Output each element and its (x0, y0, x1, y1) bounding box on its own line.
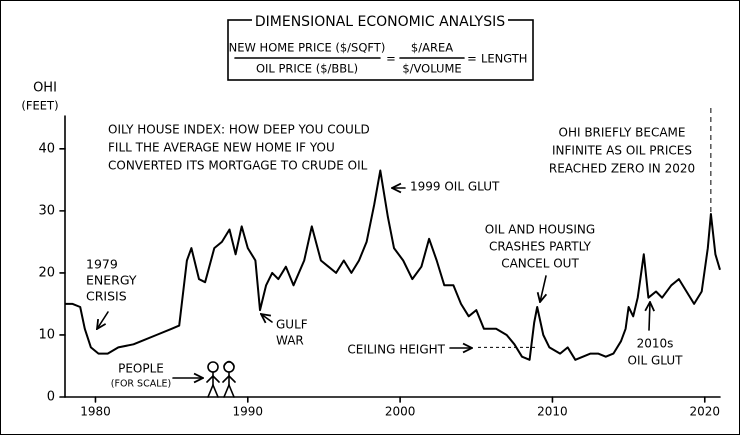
annotation: OIL AND HOUSING (485, 223, 595, 237)
annotation: PEOPLE (118, 362, 164, 376)
annotation: OILY HOUSE INDEX: HOW DEEP YOU COULD (108, 123, 370, 137)
annotation: 2010s (637, 337, 674, 351)
annotation-arrow (540, 275, 546, 302)
x-tick-label: 2000 (385, 405, 416, 419)
annotation: INFINITE AS OIL PRICES (552, 144, 692, 158)
annotation: 1979 (86, 257, 118, 272)
y-tick-label: 20 (38, 265, 55, 280)
y-tick-label: 0 (47, 390, 55, 405)
annotation: OHI BRIEFLY BECAME (559, 126, 686, 140)
annotation-arrow (97, 311, 109, 329)
annotation: CANCEL OUT (501, 257, 579, 271)
x-tick-label: 2020 (689, 405, 720, 419)
formula-result: LENGTH (481, 52, 527, 66)
stick-figures (206, 360, 236, 398)
annotation: CONVERTED ITS MORTGAGE TO CRUDE OIL (108, 159, 368, 173)
annotation: CRASHES PARTLY (489, 240, 592, 254)
formula-denominator: $/VOLUME (402, 62, 461, 76)
y-axis-label: (FEET) (21, 99, 58, 113)
x-tick-label: 2010 (537, 405, 568, 419)
formula-numerator: NEW HOME PRICE ($/SQFT) (229, 41, 386, 55)
x-tick-label: 1980 (80, 405, 111, 419)
y-tick-label: 30 (38, 203, 55, 218)
annotation: 1999 OIL GLUT (410, 180, 500, 194)
y-tick-label: 10 (38, 327, 55, 342)
formula-equals: = (467, 52, 477, 66)
ohi-line (65, 169, 721, 361)
formula-numerator: $/AREA (411, 41, 453, 55)
formula-denominator: OIL PRICE ($/BBL) (256, 62, 358, 76)
x-tick-label: 1990 (233, 405, 264, 419)
annotation: OIL GLUT (628, 354, 684, 368)
annotation: (FOR SCALE) (111, 379, 171, 390)
annotation: GULF (276, 318, 308, 332)
y-tick-label: 40 (38, 141, 55, 156)
annotation: ENERGY (86, 273, 137, 288)
y-axis-label: OHI (33, 81, 57, 96)
annotation-arrow (649, 302, 650, 331)
annotation: CEILING HEIGHT (347, 343, 445, 357)
annotation: REACHED ZERO IN 2020 (549, 162, 695, 176)
annotation-arrow (261, 314, 273, 322)
chart-title: DIMENSIONAL ECONOMIC ANALYSIS (255, 14, 505, 30)
annotation: WAR (276, 334, 304, 348)
annotation: FILL THE AVERAGE NEW HOME IF YOU (108, 141, 335, 155)
annotation: CRISIS (86, 289, 127, 304)
title-backdrop (252, 12, 508, 30)
formula-equals: = (386, 52, 396, 66)
